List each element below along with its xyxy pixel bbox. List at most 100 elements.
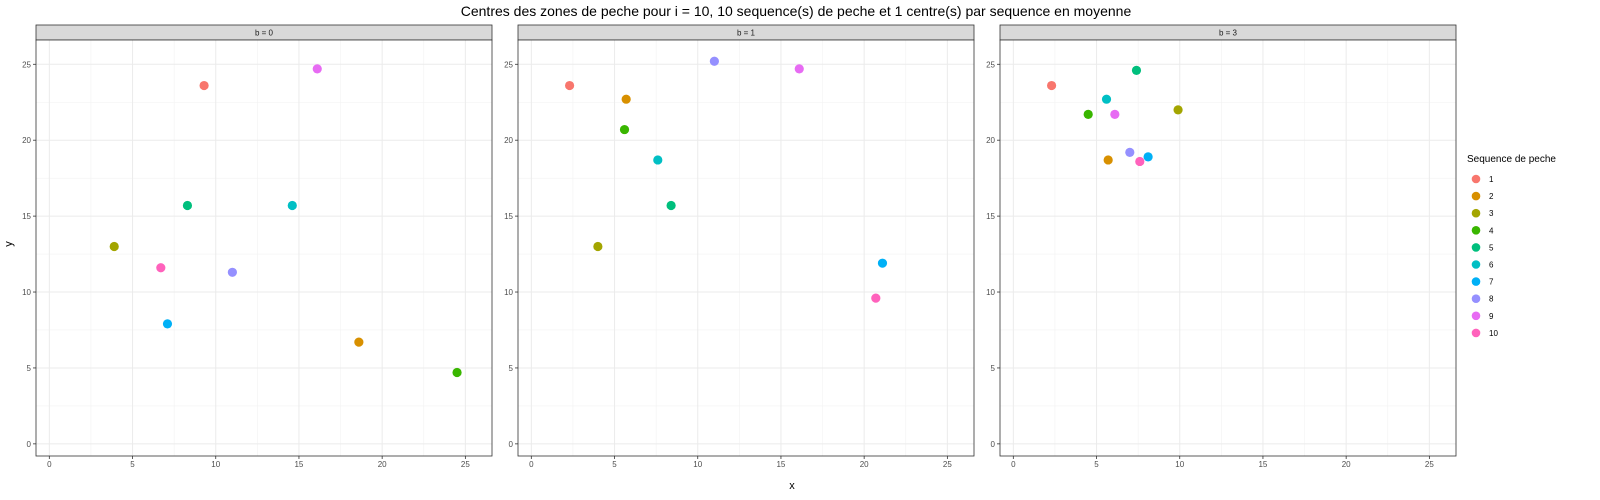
x-tick-label: 10 [693,460,702,469]
legend-key-8 [1471,294,1481,304]
x-axis-title: x [789,480,795,492]
facet-strip-label: b = 3 [1219,29,1238,38]
panel-border [35,39,493,457]
data-point-seq-5 [1131,65,1142,75]
x-tick-label: 25 [1425,460,1434,469]
facet-panels: b = 0 0 5 10 15 20 25 0 5 10 15 20 25 b = 1 0 5 10 15 20 25… [22,24,1457,469]
panel-background [1000,40,1456,456]
data-point-seq-3 [593,241,603,252]
legend-key-10 [1471,328,1481,338]
data-point-seq-10 [156,263,166,273]
data-point-seq-2 [1103,155,1113,165]
legend-label: 5 [1489,243,1494,252]
y-tick-label: 15 [504,212,513,221]
legend-key-9 [1471,311,1481,321]
y-axis-title: y [3,241,15,247]
panel-border [517,39,975,457]
y-tick-label: 15 [22,212,31,221]
y-tick-label: 20 [504,136,513,145]
legend-label: 2 [1489,192,1494,201]
data-point-seq-5 [182,200,193,211]
x-tick-label: 10 [1175,460,1184,469]
data-point-seq-7 [162,319,173,329]
legend-label: 3 [1489,209,1494,218]
legend-label: 4 [1489,226,1494,235]
data-point-seq-6 [1101,94,1112,104]
legend-key-3 [1471,208,1481,218]
y-tick-label: 0 [27,440,32,449]
y-tick-label: 25 [504,60,513,69]
x-tick-label: 25 [461,460,470,469]
data-point-seq-9 [1110,109,1120,119]
facet-panel: b = 3 0 5 10 15 20 25 0 5 10 15 20 25 [986,24,1457,469]
y-tick-label: 20 [986,136,995,145]
legend-label: 10 [1489,329,1498,338]
x-tick-label: 10 [211,460,220,469]
data-point-seq-7 [877,258,888,268]
facet-panel: b = 0 0 5 10 15 20 25 0 5 10 15 20 25 [22,24,493,469]
data-point-seq-1 [199,80,209,91]
y-tick-label: 10 [986,288,995,297]
legend-title: Sequence de peche [1467,154,1556,165]
data-point-seq-4 [619,124,630,135]
x-tick-label: 25 [943,460,952,469]
x-tick-label: 0 [529,460,534,469]
data-point-seq-10 [1135,156,1145,167]
legend-items: 1 2 3 4 5 6 7 8 9 10 [1471,174,1498,338]
data-point-seq-2 [621,94,631,104]
y-tick-label: 0 [509,440,514,449]
y-tick-label: 25 [22,60,31,69]
facet-strip-label: b = 0 [255,29,274,38]
legend-label: 1 [1489,175,1494,184]
data-point-seq-3 [109,241,119,252]
x-tick-label: 15 [294,460,303,469]
y-tick-label: 25 [986,60,995,69]
legend-label: 7 [1489,278,1494,287]
y-tick-label: 5 [991,364,996,373]
data-point-seq-10 [871,293,881,303]
x-tick-label: 5 [130,460,135,469]
legend-label: 8 [1489,295,1494,304]
data-point-seq-2 [354,337,364,347]
legend-label: 6 [1489,261,1494,270]
x-tick-label: 20 [378,460,387,469]
y-tick-label: 0 [991,440,996,449]
data-point-seq-3 [1173,105,1183,115]
data-point-seq-4 [1083,109,1093,119]
data-point-seq-8 [227,267,237,277]
data-point-seq-4 [452,367,462,378]
x-tick-label: 5 [1094,460,1099,469]
y-tick-label: 5 [27,364,32,373]
x-tick-label: 20 [860,460,869,469]
legend-label: 9 [1489,312,1494,321]
legend: Sequence de peche 1 2 3 4 5 6 7 8 9 10 [1467,154,1556,338]
legend-key-2 [1471,191,1481,201]
y-tick-label: 5 [509,364,514,373]
x-tick-label: 5 [612,460,617,469]
legend-key-4 [1471,226,1481,235]
x-tick-label: 20 [1342,460,1351,469]
y-tick-label: 15 [986,212,995,221]
x-tick-label: 0 [1011,460,1016,469]
legend-key-1 [1471,174,1481,184]
data-point-seq-1 [1046,80,1057,91]
data-point-seq-6 [287,200,297,211]
legend-key-7 [1471,277,1481,286]
data-point-seq-7 [1143,152,1153,162]
x-tick-label: 15 [1258,460,1267,469]
y-tick-label: 20 [22,136,31,145]
panel-border [999,39,1457,457]
x-tick-label: 0 [47,460,52,469]
data-point-seq-1 [564,80,575,91]
facet-panel: b = 1 0 5 10 15 20 25 0 5 10 15 20 25 [504,24,975,469]
data-point-seq-5 [666,200,676,211]
data-point-seq-8 [1125,147,1135,157]
data-point-seq-9 [312,64,322,74]
data-point-seq-9 [794,64,804,74]
legend-key-6 [1471,260,1481,269]
x-tick-label: 15 [776,460,785,469]
data-point-seq-8 [709,56,719,66]
chart-title: Centres des zones de peche pour i = 10, … [461,3,1132,19]
y-tick-label: 10 [22,288,31,297]
